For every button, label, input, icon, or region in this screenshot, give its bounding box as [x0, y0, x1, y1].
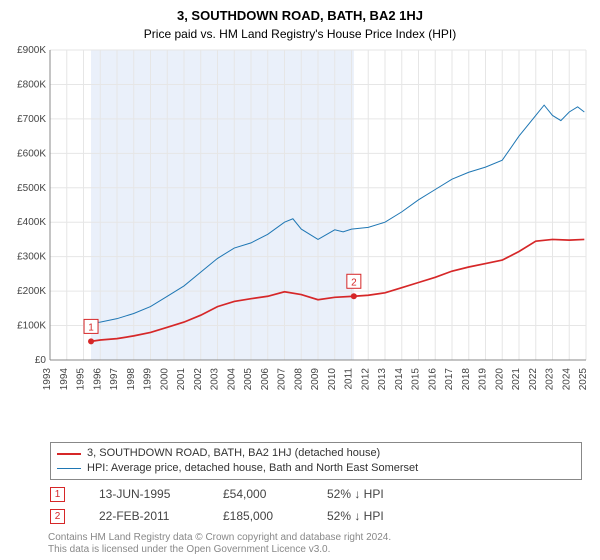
svg-text:2007: 2007	[277, 368, 288, 391]
svg-text:£200K: £200K	[17, 286, 46, 297]
svg-text:2000: 2000	[159, 368, 170, 391]
svg-text:2020: 2020	[494, 368, 505, 391]
sale-marker-1: 1	[50, 487, 65, 502]
svg-text:2025: 2025	[578, 368, 589, 391]
svg-text:£900K: £900K	[17, 46, 46, 56]
svg-text:2001: 2001	[176, 368, 187, 391]
svg-text:£400K: £400K	[17, 217, 46, 228]
svg-text:2024: 2024	[561, 368, 572, 391]
svg-text:1: 1	[88, 322, 94, 333]
svg-text:2003: 2003	[210, 368, 221, 391]
svg-text:1999: 1999	[143, 368, 154, 391]
svg-text:£100K: £100K	[17, 321, 46, 332]
svg-text:1997: 1997	[109, 368, 120, 391]
svg-text:2008: 2008	[293, 368, 304, 391]
svg-text:1994: 1994	[59, 368, 70, 391]
svg-text:£500K: £500K	[17, 183, 46, 194]
legend-swatch-red	[57, 453, 81, 455]
chart-svg: £0 £100K £200K £300K £400K £500K £600K £700K £80…	[8, 46, 592, 406]
svg-text:2021: 2021	[511, 368, 522, 391]
svg-text:1996: 1996	[92, 368, 103, 391]
svg-text:2009: 2009	[310, 368, 321, 391]
sale-marker-2: 2	[50, 509, 65, 524]
svg-text:1995: 1995	[76, 368, 87, 391]
svg-text:2: 2	[351, 277, 357, 288]
svg-text:2017: 2017	[444, 368, 455, 391]
svg-text:£0: £0	[35, 355, 47, 366]
svg-text:2023: 2023	[545, 368, 556, 391]
svg-text:£600K: £600K	[17, 148, 46, 159]
footer-line-1: Contains HM Land Registry data © Crown c…	[48, 532, 391, 544]
legend: 3, SOUTHDOWN ROAD, BATH, BA2 1HJ (detach…	[50, 442, 582, 480]
svg-text:2006: 2006	[260, 368, 271, 391]
svg-text:2022: 2022	[528, 368, 539, 391]
sale-date-2: 22-FEB-2011	[99, 509, 189, 523]
footer-line-2: This data is licensed under the Open Gov…	[48, 544, 391, 556]
sale-delta-2: 52% ↓ HPI	[327, 509, 384, 523]
chart-area: £0 £100K £200K £300K £400K £500K £600K £700K £80…	[8, 46, 592, 406]
sale-row-2: 2 22-FEB-2011 £185,000 52% ↓ HPI	[50, 506, 384, 526]
sales-list: 1 13-JUN-1995 £54,000 52% ↓ HPI 2 22-FEB…	[50, 482, 384, 526]
svg-text:2014: 2014	[394, 368, 405, 391]
svg-text:2011: 2011	[344, 368, 355, 390]
svg-text:2019: 2019	[478, 368, 489, 391]
svg-text:£700K: £700K	[17, 114, 46, 125]
sale-row-1: 1 13-JUN-1995 £54,000 52% ↓ HPI	[50, 484, 384, 504]
svg-text:2015: 2015	[411, 368, 422, 391]
legend-label-property: 3, SOUTHDOWN ROAD, BATH, BA2 1HJ (detach…	[87, 446, 380, 461]
svg-text:£300K: £300K	[17, 252, 46, 263]
svg-text:2013: 2013	[377, 368, 388, 391]
svg-text:1993: 1993	[42, 368, 53, 391]
chart-subtitle: Price paid vs. HM Land Registry's House …	[0, 23, 600, 41]
svg-text:2012: 2012	[360, 368, 371, 391]
sale-price-2: £185,000	[223, 509, 293, 523]
legend-swatch-blue	[57, 468, 81, 469]
svg-text:2005: 2005	[243, 368, 254, 391]
svg-text:2002: 2002	[193, 368, 204, 391]
sale-price-1: £54,000	[223, 487, 293, 501]
footer-attribution: Contains HM Land Registry data © Crown c…	[48, 532, 391, 556]
chart-title: 3, SOUTHDOWN ROAD, BATH, BA2 1HJ	[0, 0, 600, 23]
sale-delta-1: 52% ↓ HPI	[327, 487, 384, 501]
svg-text:2018: 2018	[461, 368, 472, 391]
sale-date-1: 13-JUN-1995	[99, 487, 189, 501]
svg-text:1998: 1998	[126, 368, 137, 391]
legend-label-hpi: HPI: Average price, detached house, Bath…	[87, 461, 418, 476]
legend-row-property: 3, SOUTHDOWN ROAD, BATH, BA2 1HJ (detach…	[57, 446, 575, 461]
svg-text:2004: 2004	[226, 368, 237, 391]
legend-row-hpi: HPI: Average price, detached house, Bath…	[57, 461, 575, 476]
svg-text:£800K: £800K	[17, 79, 46, 90]
svg-text:2016: 2016	[427, 368, 438, 391]
svg-text:2010: 2010	[327, 368, 338, 391]
